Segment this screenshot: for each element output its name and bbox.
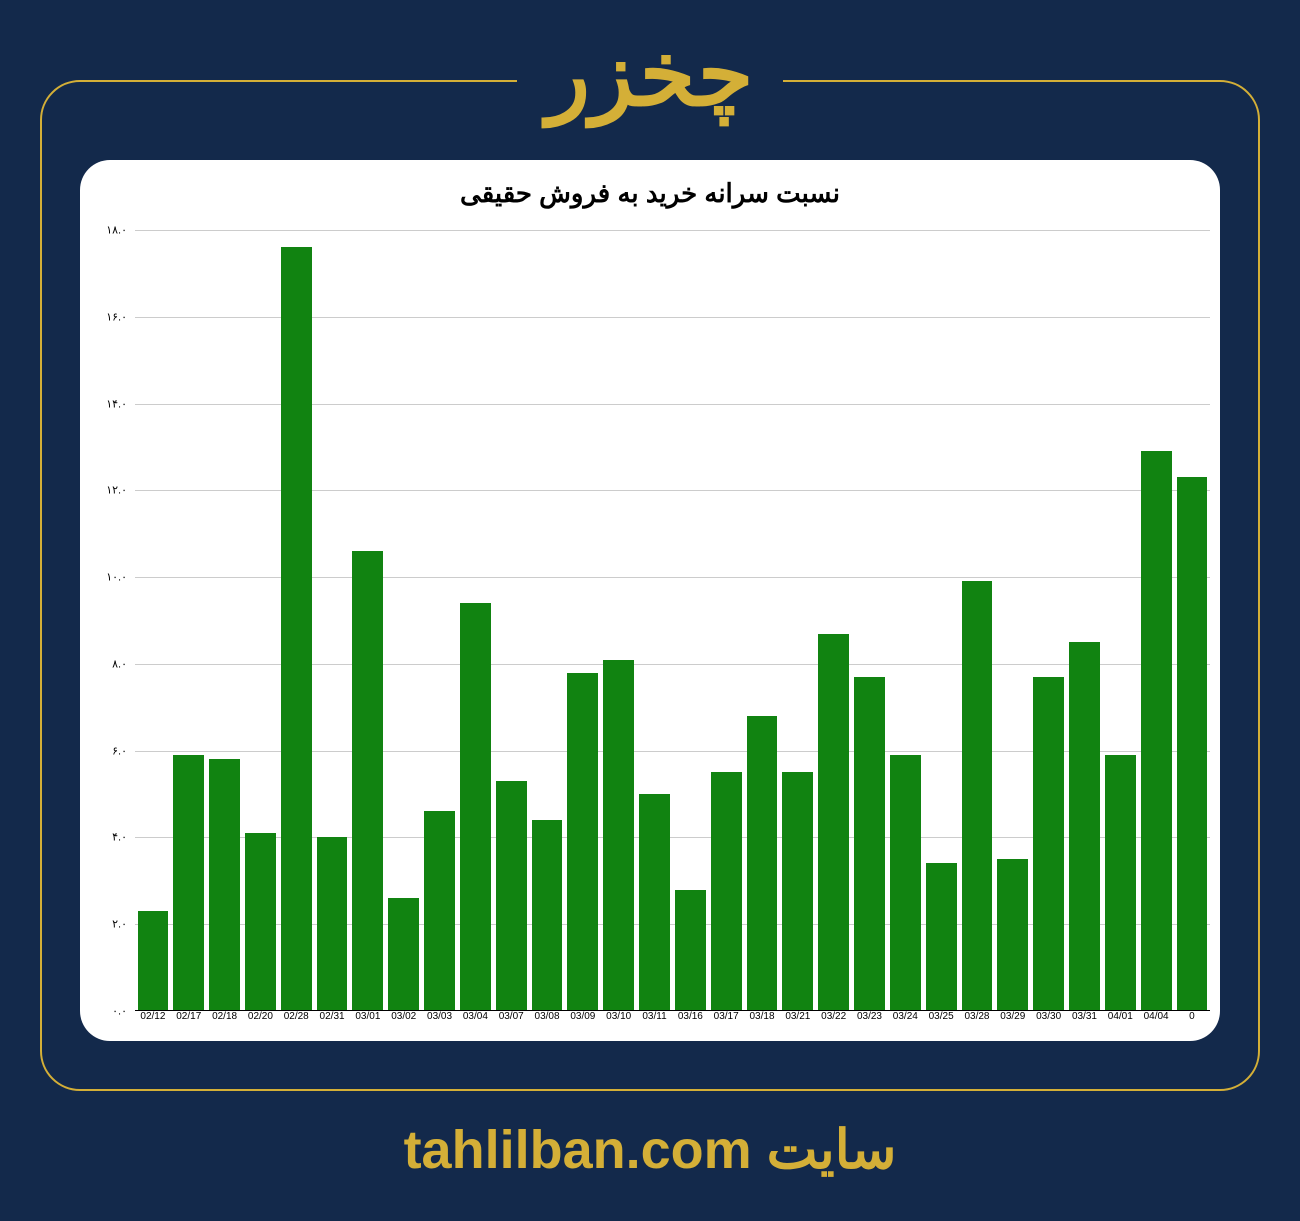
frame-title-wrap: چخزر <box>0 30 1300 120</box>
bar <box>675 890 706 1011</box>
bar-wrap: 02/28 <box>278 230 314 1011</box>
bar-wrap: 03/30 <box>1031 230 1067 1011</box>
bar <box>926 863 957 1011</box>
y-tick-label: ۸.۰ <box>112 657 127 670</box>
bar <box>711 772 742 1011</box>
bar <box>997 859 1028 1011</box>
bar-wrap: 03/01 <box>350 230 386 1011</box>
bar <box>1141 451 1172 1011</box>
bar-wrap: 04/04 <box>1138 230 1174 1011</box>
y-tick-label: ۱۴.۰ <box>106 397 127 410</box>
bar-wrap: 03/21 <box>780 230 816 1011</box>
bar <box>1177 477 1208 1011</box>
bar-wrap: 03/16 <box>672 230 708 1011</box>
bar-wrap: 03/02 <box>386 230 422 1011</box>
x-tick-label: 0 <box>1156 1011 1228 1022</box>
bar <box>281 247 312 1011</box>
stock-symbol-title: چخزر <box>517 30 784 120</box>
bar <box>245 833 276 1011</box>
bar <box>173 755 204 1011</box>
bar-wrap: 03/31 <box>1067 230 1103 1011</box>
bar-wrap: 03/10 <box>601 230 637 1011</box>
bar-wrap: 03/25 <box>923 230 959 1011</box>
bar-wrap: 03/08 <box>529 230 565 1011</box>
bar <box>962 581 993 1011</box>
bar <box>890 755 921 1011</box>
bar-wrap: 03/29 <box>995 230 1031 1011</box>
y-tick-label: ۱۸.۰ <box>106 224 127 237</box>
bar <box>1105 755 1136 1011</box>
bar <box>639 794 670 1011</box>
bar-wrap: 03/24 <box>887 230 923 1011</box>
bar-wrap: 02/12 <box>135 230 171 1011</box>
bar <box>209 759 240 1011</box>
bar <box>854 677 885 1011</box>
bar-wrap: 03/09 <box>565 230 601 1011</box>
y-tick-label: ۴.۰ <box>112 831 127 844</box>
bar <box>352 551 383 1011</box>
footer-label: سایت <box>767 1120 897 1180</box>
bar-wrap: 03/04 <box>457 230 493 1011</box>
bar <box>747 716 778 1011</box>
y-tick-label: ۱۶.۰ <box>106 310 127 323</box>
bars-container: 02/1202/1702/1802/2002/2802/3103/0103/02… <box>135 230 1210 1011</box>
bar-wrap: 02/31 <box>314 230 350 1011</box>
bar-wrap: 03/18 <box>744 230 780 1011</box>
bar-wrap: 04/01 <box>1102 230 1138 1011</box>
y-tick-label: ۱۰.۰ <box>106 571 127 584</box>
bar <box>1033 677 1064 1011</box>
bar <box>818 634 849 1011</box>
bar <box>496 781 527 1011</box>
bar-wrap: 03/22 <box>816 230 852 1011</box>
x-axis-baseline <box>135 1010 1210 1011</box>
bar <box>782 772 813 1011</box>
chart-panel: نسبت سرانه خرید به فروش حقیقی ۰.۰۲.۰۴.۰۶… <box>80 160 1220 1041</box>
bar <box>424 811 455 1011</box>
bar <box>388 898 419 1011</box>
y-axis-ticks: ۰.۰۲.۰۴.۰۶.۰۸.۰۱۰.۰۱۲.۰۱۴.۰۱۶.۰۱۸.۰ <box>80 230 135 1011</box>
bar-wrap: 03/07 <box>493 230 529 1011</box>
y-tick-label: ۶.۰ <box>112 744 127 757</box>
bar-wrap: 03/28 <box>959 230 995 1011</box>
y-tick-label: ۲.۰ <box>112 918 127 931</box>
bar-wrap: 03/17 <box>708 230 744 1011</box>
footer: سایت tahlilban.com <box>0 1118 1300 1181</box>
bar <box>532 820 563 1011</box>
bar-wrap: 02/17 <box>171 230 207 1011</box>
footer-url: tahlilban.com <box>404 1120 752 1180</box>
bar-wrap: 03/11 <box>637 230 673 1011</box>
bar-wrap: 02/18 <box>207 230 243 1011</box>
bar <box>1069 642 1100 1011</box>
plot-area: ۰.۰۲.۰۴.۰۶.۰۸.۰۱۰.۰۱۲.۰۱۴.۰۱۶.۰۱۸.۰ 02/1… <box>135 230 1210 1011</box>
bar <box>460 603 491 1011</box>
bar-wrap: 0 <box>1174 230 1210 1011</box>
bar-wrap: 03/03 <box>422 230 458 1011</box>
bar <box>567 673 598 1011</box>
bar-wrap: 03/23 <box>852 230 888 1011</box>
bar <box>603 660 634 1011</box>
page: چخزر نسبت سرانه خرید به فروش حقیقی ۰.۰۲.… <box>0 0 1300 1221</box>
bar <box>317 837 348 1011</box>
bar-wrap: 02/20 <box>242 230 278 1011</box>
bar <box>138 911 169 1011</box>
chart-title: نسبت سرانه خرید به فروش حقیقی <box>80 160 1220 209</box>
y-tick-label: ۱۲.۰ <box>106 484 127 497</box>
